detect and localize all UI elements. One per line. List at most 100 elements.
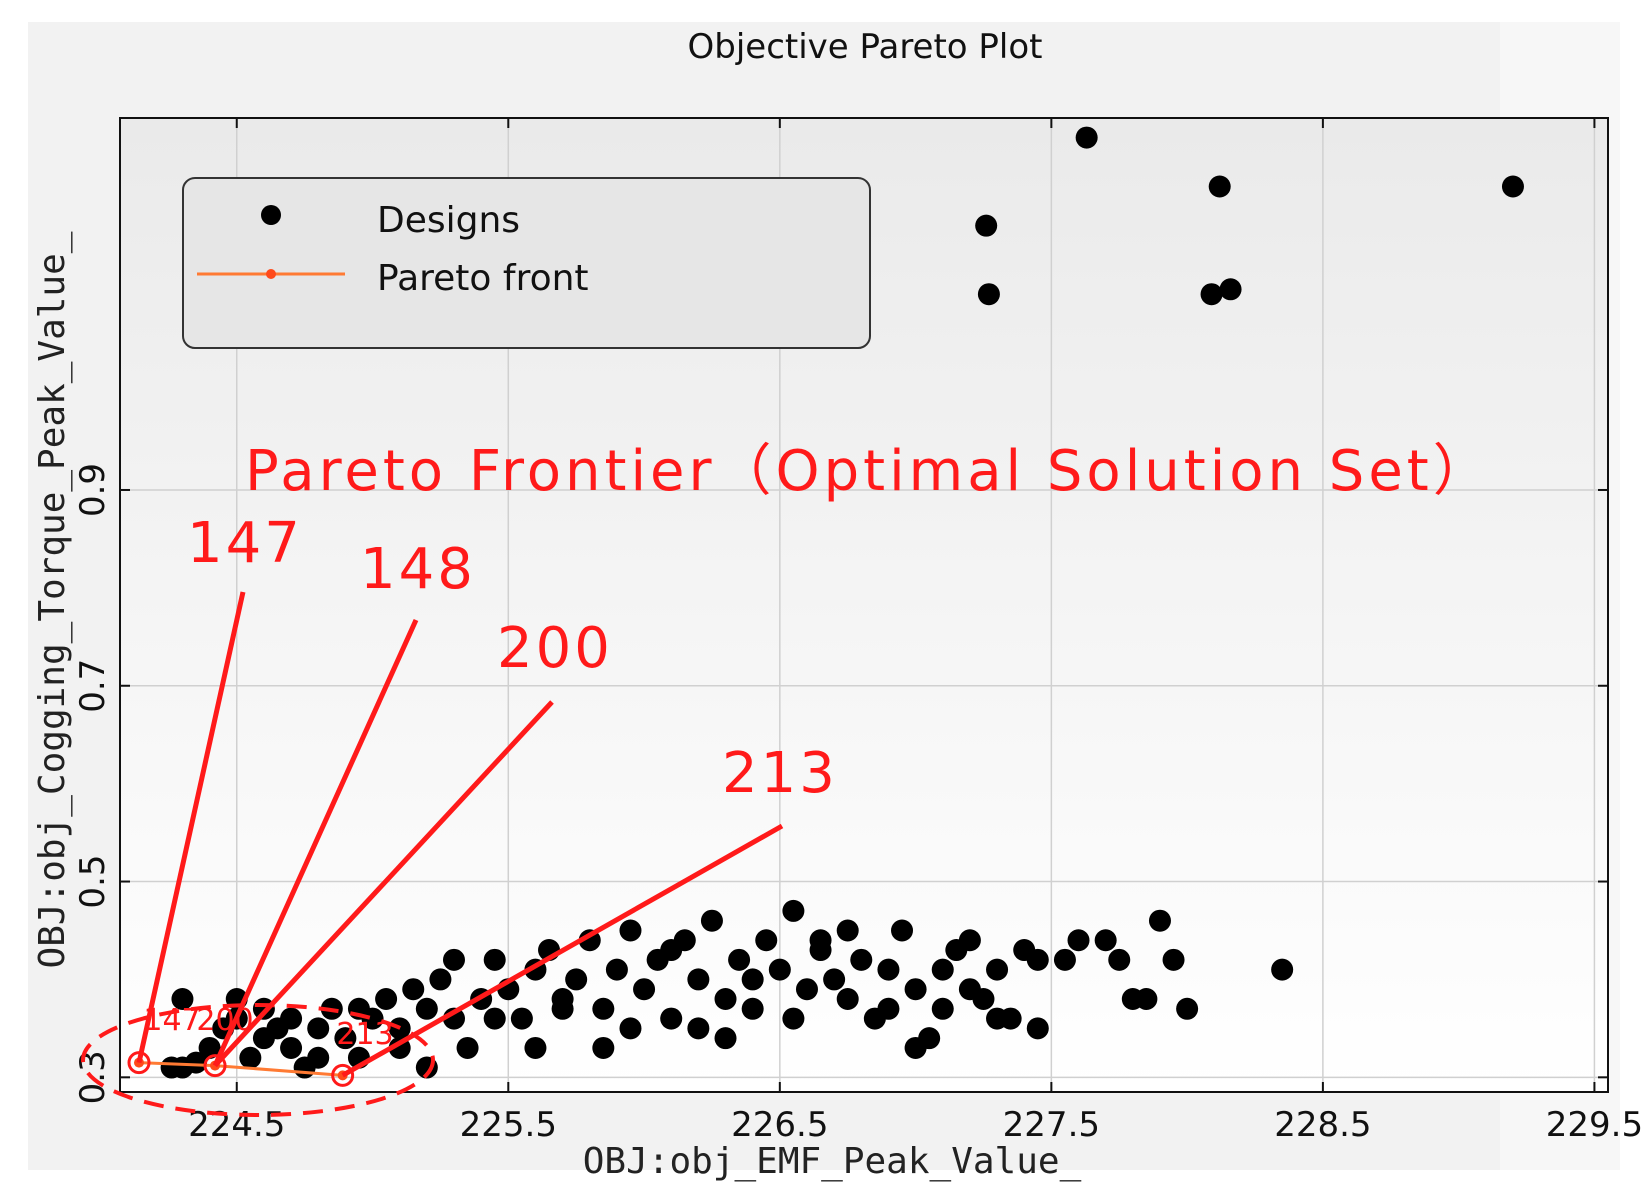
design-point bbox=[619, 1017, 642, 1040]
x-tick-label: 228.5 bbox=[1274, 1105, 1371, 1145]
design-point bbox=[958, 978, 981, 1001]
design-point bbox=[660, 939, 683, 962]
design-point bbox=[931, 958, 954, 981]
design-point bbox=[442, 948, 465, 971]
design-point bbox=[700, 909, 723, 932]
pareto-point-ring bbox=[203, 1054, 227, 1078]
design-point bbox=[741, 997, 764, 1020]
design-point bbox=[741, 968, 764, 991]
design-point bbox=[1208, 175, 1231, 198]
design-point bbox=[1053, 948, 1076, 971]
design-point bbox=[782, 899, 805, 922]
design-point bbox=[483, 1007, 506, 1030]
design-point bbox=[605, 958, 628, 981]
callout-line bbox=[212, 618, 419, 1067]
y-tick-label: 0.5 bbox=[73, 854, 113, 908]
callout-line bbox=[213, 700, 554, 1068]
legend-designs-label: Designs bbox=[377, 200, 520, 241]
design-point bbox=[1075, 126, 1098, 149]
design-point bbox=[782, 1007, 805, 1030]
design-point bbox=[931, 997, 954, 1020]
y-tick-label: 0.7 bbox=[73, 659, 113, 713]
x-tick-label: 226.5 bbox=[731, 1105, 828, 1145]
design-point bbox=[307, 1046, 330, 1069]
legend-pareto-marker bbox=[266, 269, 276, 279]
design-point bbox=[977, 283, 1000, 306]
design-point bbox=[795, 978, 818, 1001]
design-point bbox=[185, 1051, 208, 1074]
design-point bbox=[375, 988, 398, 1011]
axis-ticks bbox=[120, 118, 1608, 1092]
pareto-point-ring bbox=[331, 1063, 355, 1087]
design-point bbox=[958, 929, 981, 952]
design-point bbox=[592, 1036, 615, 1059]
design-point bbox=[280, 1007, 303, 1030]
design-point bbox=[809, 929, 832, 952]
design-point bbox=[239, 1046, 262, 1069]
x-axis-label: OBJ:obj_EMF_Peak_Value_ bbox=[583, 1141, 1082, 1182]
pareto-frontier-heading: Pareto Frontier（Optimal Solution Set） bbox=[245, 439, 1493, 504]
design-point bbox=[986, 958, 1009, 981]
design-point bbox=[877, 997, 900, 1020]
callout-label: 148 bbox=[360, 537, 476, 602]
design-point bbox=[198, 1036, 221, 1059]
legend-box bbox=[182, 177, 871, 349]
x-tick-label: 229.5 bbox=[1546, 1105, 1643, 1145]
design-point bbox=[551, 997, 574, 1020]
small-point-label: 200 bbox=[196, 1003, 253, 1038]
design-point bbox=[171, 988, 194, 1011]
design-point bbox=[633, 978, 656, 1001]
design-point bbox=[1026, 948, 1049, 971]
design-point bbox=[483, 948, 506, 971]
design-point bbox=[1271, 958, 1294, 981]
callout-label: 213 bbox=[722, 741, 838, 806]
design-point bbox=[456, 1036, 479, 1059]
design-point bbox=[429, 968, 452, 991]
x-tick-label: 227.5 bbox=[1003, 1105, 1100, 1145]
design-point bbox=[592, 997, 615, 1020]
x-tick-label: 225.5 bbox=[460, 1105, 557, 1145]
design-point bbox=[1108, 948, 1131, 971]
annotation-overlay: Pareto Frontier（Optimal Solution Set） 14… bbox=[81, 439, 1493, 1117]
x-tick-labels: 224.5 225.5 226.5 227.5 228.5 229.5 bbox=[188, 1105, 1643, 1145]
design-point bbox=[280, 1036, 303, 1059]
chart-title: Objective Pareto Plot bbox=[687, 27, 1042, 67]
design-point bbox=[307, 1017, 330, 1040]
legend-designs-marker bbox=[261, 205, 281, 225]
design-point bbox=[1026, 1017, 1049, 1040]
pareto-highlight-ellipse bbox=[81, 1003, 435, 1117]
design-point bbox=[1094, 929, 1117, 952]
design-point bbox=[975, 214, 998, 237]
design-point bbox=[728, 948, 751, 971]
design-point bbox=[1135, 988, 1158, 1011]
design-point bbox=[1501, 175, 1524, 198]
design-point bbox=[850, 948, 873, 971]
design-point bbox=[687, 968, 710, 991]
y-tick-label: 0.9 bbox=[73, 463, 113, 517]
legend: Designs Pareto front bbox=[182, 177, 871, 349]
design-point bbox=[714, 1027, 737, 1050]
design-point bbox=[565, 968, 588, 991]
design-point bbox=[904, 978, 927, 1001]
design-point bbox=[904, 1036, 927, 1059]
design-point bbox=[402, 978, 425, 1001]
design-point bbox=[510, 1007, 533, 1030]
design-point bbox=[687, 1017, 710, 1040]
design-point bbox=[1176, 997, 1199, 1020]
callout-label: 147 bbox=[187, 511, 303, 576]
design-point bbox=[986, 1007, 1009, 1030]
design-point bbox=[1148, 909, 1171, 932]
design-point bbox=[524, 1036, 547, 1059]
design-point bbox=[755, 929, 778, 952]
design-point bbox=[1219, 278, 1242, 301]
design-point bbox=[1067, 929, 1090, 952]
design-point bbox=[877, 958, 900, 981]
y-axis-label: OBJ:obj_Cogging_Torque_Peak_Value_ bbox=[32, 231, 73, 968]
x-tick-label: 224.5 bbox=[188, 1105, 285, 1145]
callout-line bbox=[341, 823, 784, 1078]
designs-series bbox=[160, 126, 1524, 1079]
callout-line bbox=[136, 591, 246, 1064]
small-point-label: 147 bbox=[143, 1003, 200, 1038]
design-point bbox=[660, 1007, 683, 1030]
